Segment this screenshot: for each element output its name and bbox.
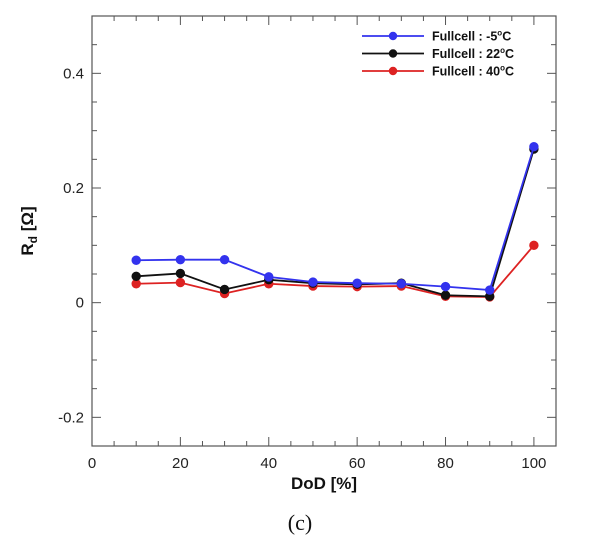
data-point xyxy=(440,281,451,292)
y-axis-title-sub: d xyxy=(26,236,40,243)
y-axis-title: Rd [Ω] xyxy=(18,206,40,255)
data-point xyxy=(396,279,407,289)
series-1 xyxy=(131,142,539,295)
series-2 xyxy=(131,144,539,302)
x-tick-label: 40 xyxy=(260,455,277,472)
data-point xyxy=(264,272,274,282)
data-point xyxy=(219,284,230,295)
legend-item: Fullcell : 40oC xyxy=(362,64,514,79)
figure-caption: (c) xyxy=(287,510,313,535)
data-point xyxy=(131,271,141,281)
data-point xyxy=(131,255,141,265)
series-line xyxy=(136,148,535,298)
data-point xyxy=(175,254,186,265)
ticks: 0 20 40 60 80 100 -0.2 0 0.2 0.4 xyxy=(58,15,557,472)
y-tick-label: 0 xyxy=(76,295,84,312)
legend-marker xyxy=(388,49,398,58)
y-axis-title-unit: [Ω] xyxy=(18,206,37,236)
x-tick-label: 80 xyxy=(437,455,454,472)
data-point xyxy=(485,285,495,295)
x-tick-label: 20 xyxy=(172,455,189,472)
data-point xyxy=(352,278,362,288)
x-tick-label: 0 xyxy=(88,455,96,472)
y-tick-label: 0.4 xyxy=(63,65,84,82)
data-point xyxy=(529,240,539,251)
x-tick-label: 60 xyxy=(349,455,366,472)
data-point xyxy=(219,254,230,265)
data-point xyxy=(308,277,318,287)
legend-marker xyxy=(388,31,398,41)
plot-frame xyxy=(91,15,557,447)
legend-item: Fullcell : 22oC xyxy=(362,46,514,61)
legend-item: Fullcell : -5oC xyxy=(362,29,511,44)
series-line xyxy=(136,146,535,292)
legend-label: Fullcell : 40oC xyxy=(432,64,514,79)
data-point xyxy=(440,290,451,300)
axes xyxy=(91,15,557,447)
y-axis-title-main: R xyxy=(18,243,37,255)
data-point xyxy=(175,268,186,279)
legend: Fullcell : -5oC Fullcell : 22oC Fullcell :… xyxy=(362,29,514,79)
x-axis-title: DoD [%] xyxy=(291,474,357,493)
data-point xyxy=(175,277,186,288)
legend-marker xyxy=(388,66,398,76)
legend-label: Fullcell : -5oC xyxy=(432,29,511,44)
x-tick-label: 100 xyxy=(521,455,546,472)
series-layer xyxy=(131,142,539,302)
data-point xyxy=(529,142,539,152)
legend-label: Fullcell : 22oC xyxy=(432,46,514,61)
y-tick-label: -0.2 xyxy=(58,409,84,426)
series-3 xyxy=(131,240,539,302)
y-tick-label: 0.2 xyxy=(63,180,84,197)
